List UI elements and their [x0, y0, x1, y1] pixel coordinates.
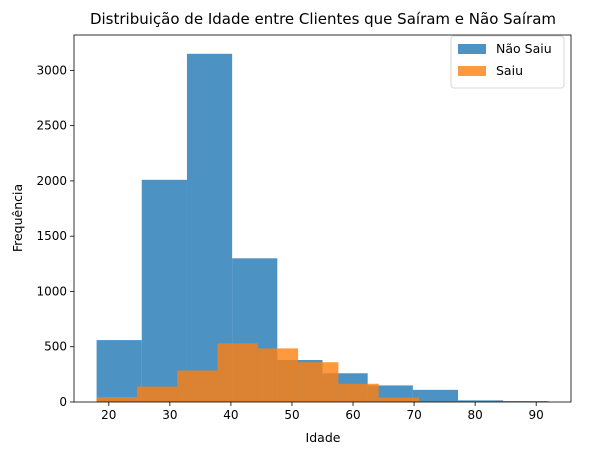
y-axis-label: Frequência [10, 184, 25, 252]
x-axis-ticks: 20 30 40 50 60 70 80 90 [101, 402, 544, 422]
bar-series-1-bin-6 [338, 383, 379, 402]
x-tick-label: 90 [529, 408, 544, 422]
chart-title: Distribuição de Idade entre Clientes que… [90, 10, 556, 28]
bar-series-1-bin-4 [257, 348, 299, 402]
bar-series-1-bin-5 [298, 362, 339, 402]
y-tick-label: 2000 [36, 174, 67, 188]
bar-series-0-bin-8 [458, 400, 504, 402]
x-tick-label: 30 [162, 408, 177, 422]
y-tick-label: 1500 [36, 229, 67, 243]
bars-layer [96, 53, 549, 402]
bar-series-0-bin-7 [412, 389, 459, 402]
bar-series-0-bin-9 [503, 401, 549, 402]
bar-series-1-bin-3 [217, 343, 258, 402]
y-tick-label: 1000 [36, 284, 67, 298]
bar-series-1-bin-0 [96, 397, 137, 402]
bar-series-1-bin-1 [136, 386, 178, 402]
bar-series-1-bin-2 [177, 370, 218, 402]
y-tick-label: 500 [44, 340, 67, 354]
x-tick-label: 40 [223, 408, 238, 422]
y-tick-label: 2500 [36, 119, 67, 133]
bar-series-1-bin-7 [378, 397, 419, 402]
x-tick-label: 20 [101, 408, 116, 422]
x-tick-label: 80 [468, 408, 483, 422]
x-tick-label: 50 [284, 408, 299, 422]
x-axis-label: Idade [306, 430, 341, 445]
legend-label-1: Saiu [496, 63, 523, 78]
y-tick-label: 3000 [36, 63, 67, 77]
bar-series-0-bin-0 [96, 340, 142, 402]
plot-frame [73, 34, 572, 403]
x-tick-label: 70 [406, 408, 421, 422]
bar-series-0-bin-1 [141, 179, 187, 402]
legend-label-0: Não Saiu [496, 41, 552, 56]
y-tick-label: 0 [59, 395, 67, 409]
x-tick-label: 60 [345, 408, 360, 422]
y-axis-ticks: 0 500 1000 1500 2000 2500 3000 [36, 63, 74, 409]
legend: Não Saiu Saiu [450, 35, 565, 89]
legend-swatch-0 [458, 44, 486, 54]
legend-swatch-1 [458, 66, 486, 76]
